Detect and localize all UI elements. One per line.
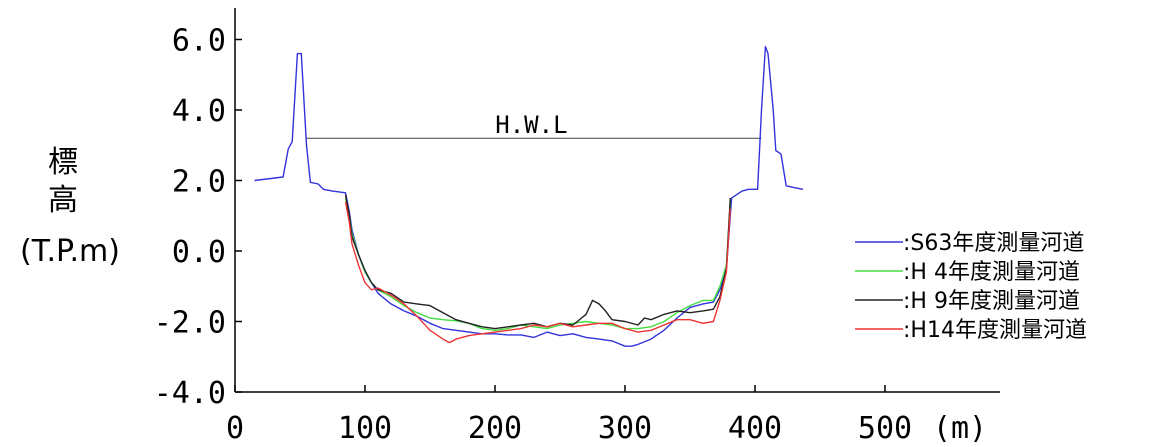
y-tick-label: -4.0: [154, 376, 226, 411]
legend-entry: :H14年度測量河道: [903, 318, 1087, 343]
x-tick-label: 500: [858, 411, 912, 446]
x-tick-label: 100: [338, 411, 392, 446]
x-tick-label: 0: [226, 411, 244, 446]
y-axis-label-line-2: 高: [48, 183, 78, 218]
x-axis-unit: (m): [933, 411, 987, 446]
legend-entry: :H 9年度測量河道: [903, 289, 1080, 314]
series-lines: [254, 45, 804, 347]
y-tick-label: 0.0: [172, 235, 226, 270]
legend: :S63年度測量河道 :H 4年度測量河道 :H 9年度測量河道 :H14年度測量河道: [855, 231, 1087, 343]
y-tick-label: 4.0: [172, 94, 226, 129]
series-line-1: [254, 45, 804, 347]
y-axis-label-line-3: (T.P.m): [20, 234, 120, 269]
legend-entry: :S63年度測量河道: [903, 231, 1084, 256]
y-axis-label-line-1: 標: [48, 145, 78, 180]
series-line-3: [344, 194, 731, 330]
x-tick-label: 200: [468, 411, 522, 446]
series-line-4: [344, 201, 731, 344]
legend-entry: :H 4年度測量河道: [903, 260, 1080, 285]
x-tick-labels: 0 100 200 300 400 500: [226, 385, 912, 446]
x-tick-label: 400: [728, 411, 782, 446]
x-tick-label: 300: [598, 411, 652, 446]
y-tick-labels: 6.0 4.0 2.0 0.0 -2.0 -4.0: [154, 24, 242, 411]
y-tick-label: -2.0: [154, 306, 226, 341]
y-tick-label: 2.0: [172, 165, 226, 200]
y-tick-label: 6.0: [172, 24, 226, 59]
hwl-label: H.W.L: [495, 111, 567, 139]
